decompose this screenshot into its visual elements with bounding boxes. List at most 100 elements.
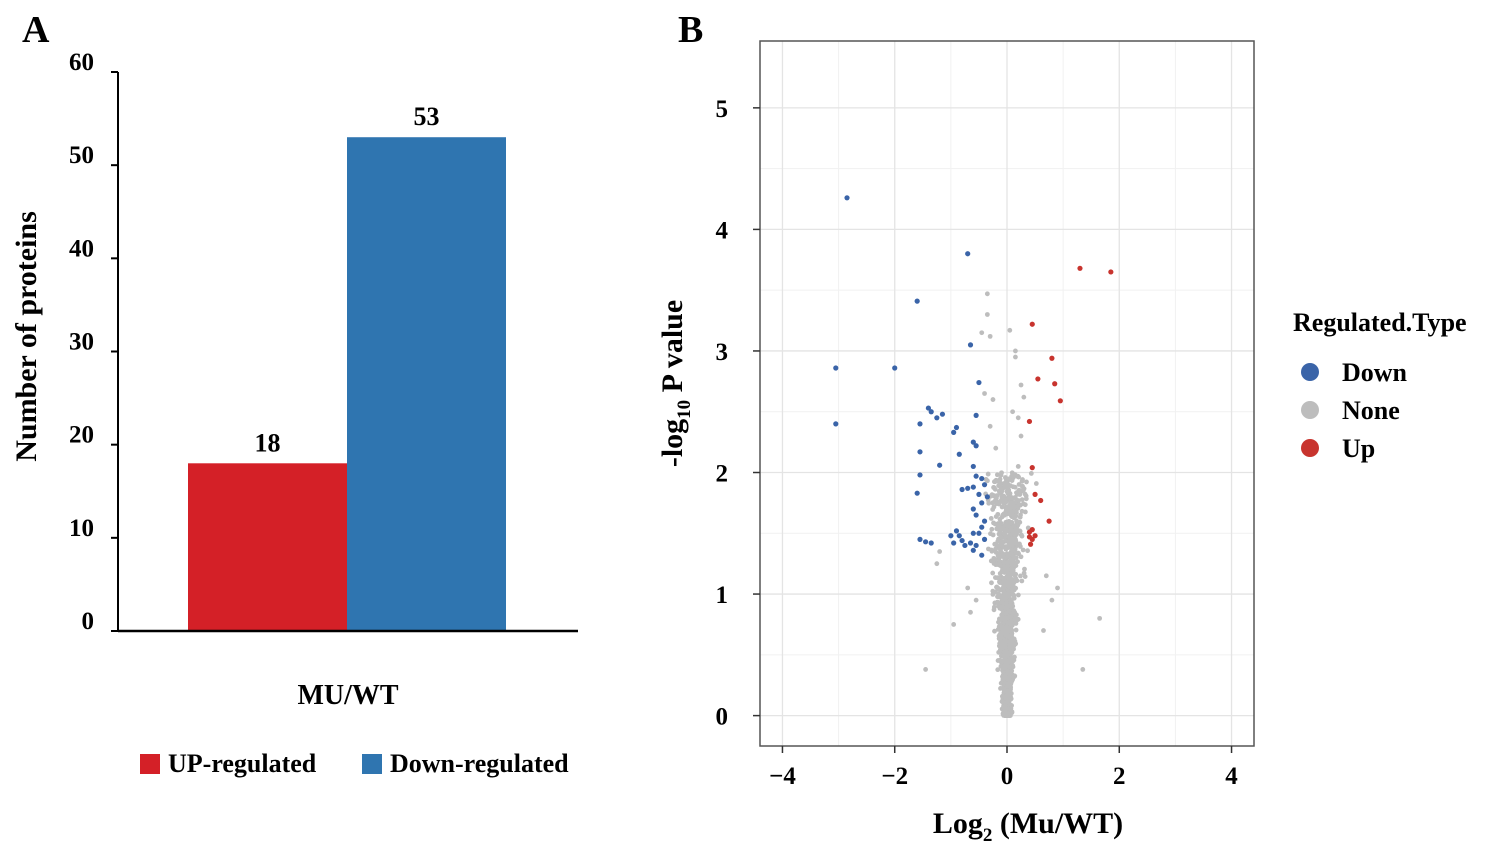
point-none bbox=[1008, 599, 1014, 605]
point-none bbox=[998, 521, 1004, 526]
point-none bbox=[1013, 550, 1019, 556]
y-tick-label: 40 bbox=[69, 235, 94, 262]
point-down bbox=[984, 494, 990, 500]
point-none bbox=[1009, 500, 1015, 506]
point-none bbox=[993, 546, 999, 552]
point-none bbox=[996, 603, 1001, 609]
point-none bbox=[1019, 533, 1025, 539]
point-none bbox=[934, 561, 940, 567]
point-down bbox=[979, 475, 985, 482]
point-none bbox=[992, 486, 998, 492]
point-none bbox=[1028, 471, 1034, 476]
point-none bbox=[1000, 585, 1006, 590]
point-none bbox=[1018, 573, 1023, 579]
point-down bbox=[951, 540, 957, 546]
point-down bbox=[928, 540, 934, 546]
point-none bbox=[1002, 532, 1008, 538]
point-up bbox=[1108, 269, 1114, 275]
point-none bbox=[1023, 493, 1029, 499]
point-none bbox=[999, 625, 1005, 631]
point-up bbox=[1029, 321, 1035, 327]
point-down bbox=[970, 484, 976, 490]
point-none bbox=[1025, 548, 1030, 554]
series-none-points bbox=[923, 291, 1103, 719]
point-none bbox=[997, 499, 1003, 505]
point-down bbox=[962, 542, 968, 549]
point-none bbox=[997, 580, 1003, 585]
point-up bbox=[1026, 418, 1033, 425]
point-none bbox=[989, 526, 995, 532]
point-down bbox=[914, 298, 920, 304]
point-down bbox=[917, 421, 923, 427]
point-none bbox=[1097, 615, 1103, 621]
point-none bbox=[1022, 574, 1028, 580]
point-none bbox=[1006, 540, 1012, 546]
x-tick-label: 0 bbox=[1001, 763, 1014, 790]
point-none bbox=[1005, 628, 1011, 634]
point-none bbox=[1022, 509, 1028, 515]
point-none bbox=[993, 496, 999, 502]
point-up bbox=[1049, 355, 1055, 361]
y-tick-label: 1 bbox=[716, 582, 729, 609]
y-axis-title-sub: 10 bbox=[674, 400, 695, 419]
point-none bbox=[1003, 711, 1008, 717]
point-none bbox=[1003, 522, 1009, 528]
legend: Regulated.Type Down None Up bbox=[1293, 308, 1467, 463]
point-none bbox=[1019, 497, 1025, 502]
point-none bbox=[994, 472, 1000, 478]
point-none bbox=[1004, 659, 1010, 664]
legend-marker-none bbox=[1301, 401, 1319, 419]
y-tick-label: 3 bbox=[716, 339, 729, 366]
point-none bbox=[1005, 588, 1011, 594]
legend-label-none: None bbox=[1342, 396, 1400, 425]
point-none bbox=[1001, 578, 1007, 583]
point-none bbox=[983, 477, 989, 482]
bar-data-label: 18 bbox=[255, 428, 281, 457]
point-none bbox=[990, 570, 996, 576]
point-none bbox=[923, 667, 929, 672]
point-none bbox=[1020, 484, 1025, 490]
point-down bbox=[953, 424, 960, 431]
point-none bbox=[1013, 354, 1018, 360]
point-none bbox=[1020, 488, 1026, 493]
point-none bbox=[991, 607, 997, 613]
point-none bbox=[997, 477, 1002, 483]
point-none bbox=[1049, 597, 1055, 603]
point-none bbox=[1017, 492, 1023, 497]
point-none bbox=[968, 609, 973, 615]
point-none bbox=[1022, 502, 1028, 508]
point-none bbox=[1013, 577, 1019, 582]
point-up bbox=[1026, 534, 1033, 540]
point-down bbox=[973, 412, 979, 418]
point-none bbox=[1018, 433, 1024, 439]
point-none bbox=[996, 531, 1002, 537]
point-none bbox=[1007, 491, 1013, 496]
point-up bbox=[1052, 381, 1058, 387]
point-none bbox=[1004, 700, 1009, 705]
point-none bbox=[1013, 538, 1019, 544]
point-none bbox=[1009, 536, 1015, 542]
point-none bbox=[1033, 481, 1039, 486]
point-down bbox=[951, 429, 957, 435]
point-none bbox=[1022, 566, 1027, 572]
point-none bbox=[1016, 488, 1022, 494]
point-none bbox=[1000, 512, 1006, 518]
point-down bbox=[956, 451, 962, 457]
y-axis-title: -log10 P value bbox=[656, 300, 695, 467]
point-none bbox=[1002, 663, 1008, 668]
point-none bbox=[992, 589, 998, 595]
point-none bbox=[1020, 477, 1025, 482]
point-up bbox=[1046, 518, 1052, 524]
point-down bbox=[979, 552, 985, 558]
point-none bbox=[1012, 495, 1018, 501]
point-none bbox=[1012, 484, 1018, 490]
point-none bbox=[1003, 639, 1009, 645]
y-tick-label: 0 bbox=[82, 608, 95, 635]
point-none bbox=[1019, 578, 1025, 584]
x-tick-label: −2 bbox=[881, 763, 908, 790]
point-none bbox=[1010, 571, 1015, 577]
point-down bbox=[970, 463, 976, 470]
point-down bbox=[917, 536, 923, 542]
point-none bbox=[1024, 479, 1029, 485]
